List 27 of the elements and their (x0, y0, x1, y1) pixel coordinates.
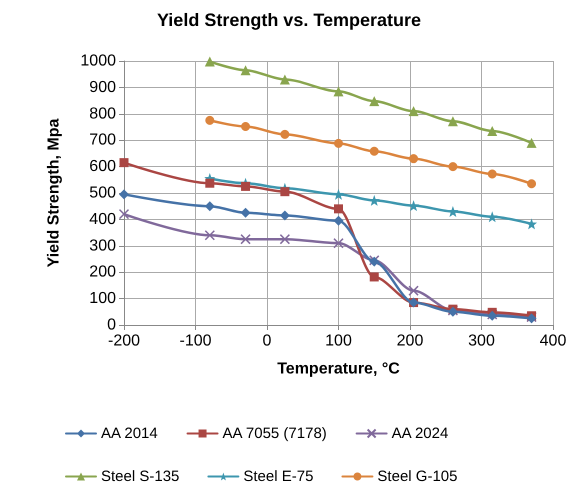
y-tick-label: 600 (89, 158, 116, 176)
x-tick-label: 0 (262, 332, 272, 350)
legend-label: Steel E-75 (243, 468, 314, 485)
x-tick-label: 100 (325, 332, 352, 350)
y-tick-label: 900 (89, 78, 116, 96)
y-tick-label: 1000 (80, 52, 116, 70)
chart-title: Yield Strength vs. Temperature (156, 10, 422, 30)
y-axis-title: Yield Strength, Mpa (46, 118, 62, 268)
legend-label: Steel S-135 (101, 468, 180, 485)
y-tick-label: 300 (89, 237, 116, 254)
legend-label: AA 7055 (7178) (222, 425, 327, 442)
y-tick-label: 400 (89, 210, 116, 228)
x-tick-label: -200 (108, 332, 140, 350)
y-tick-label: 700 (89, 132, 116, 149)
legend-label: Steel G-105 (377, 468, 458, 485)
y-tick-label: 0 (107, 316, 116, 334)
legend-label: AA 2014 (101, 425, 158, 442)
y-tick-label: 500 (89, 184, 116, 202)
x-axis-title: Temperature, °C (277, 360, 400, 378)
y-tick-label: 800 (89, 105, 116, 122)
x-tick-label: 400 (540, 332, 566, 350)
x-tick-label: -100 (179, 332, 212, 350)
x-tick-label: 200 (396, 332, 424, 350)
x-tick-label: 300 (468, 332, 495, 350)
y-tick-label: 200 (89, 264, 116, 281)
legend-label: AA 2024 (392, 425, 448, 442)
y-tick-label: 100 (89, 290, 116, 308)
